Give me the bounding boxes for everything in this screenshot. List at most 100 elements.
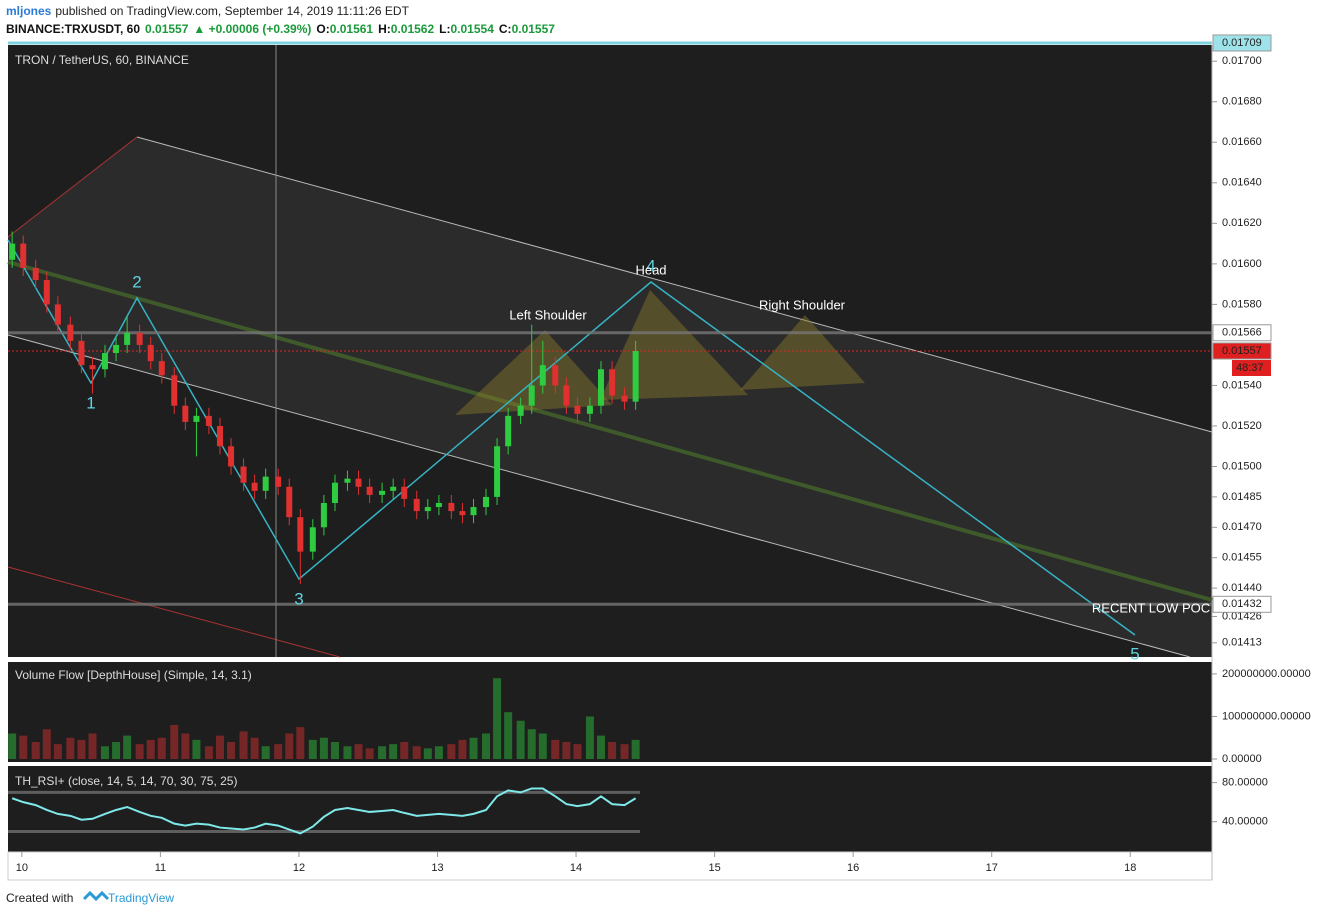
candle-body bbox=[43, 280, 50, 305]
o-label: O: bbox=[316, 22, 329, 36]
volume-bar bbox=[469, 737, 478, 760]
candle-body bbox=[124, 332, 131, 345]
volume-bar bbox=[274, 744, 283, 760]
x-tick-label: 11 bbox=[155, 862, 166, 874]
volume-bar bbox=[8, 733, 17, 760]
candle-body bbox=[228, 446, 235, 467]
candle-body bbox=[424, 507, 431, 512]
candle-body bbox=[621, 395, 628, 402]
volume-bar bbox=[53, 744, 62, 760]
y-tick-label: 0.01680 bbox=[1222, 96, 1262, 108]
candle-body bbox=[366, 486, 373, 495]
candle-body bbox=[344, 478, 351, 483]
y-tick-label: 0.01413 bbox=[1222, 637, 1262, 649]
pattern-label: Left Shoulder bbox=[509, 307, 587, 322]
rsi-pane bbox=[8, 766, 1212, 852]
candle-body bbox=[552, 365, 559, 386]
pattern-label: Right Shoulder bbox=[759, 297, 846, 312]
pane-title: TRON / TetherUS, 60, BINANCE bbox=[15, 53, 189, 67]
volume-bar bbox=[389, 744, 398, 760]
candle-body bbox=[597, 369, 604, 406]
candle-body bbox=[459, 511, 466, 516]
candle-body bbox=[158, 361, 165, 376]
y-tick-label: 0.01600 bbox=[1222, 258, 1262, 270]
candle-body bbox=[262, 476, 269, 491]
volume-bar bbox=[215, 735, 224, 760]
candle-body bbox=[205, 415, 212, 426]
candle-body bbox=[67, 324, 74, 341]
candle-body bbox=[275, 476, 282, 487]
channel-edge bbox=[7, 566, 341, 658]
price-label-box bbox=[1212, 342, 1272, 360]
quote-line: BINANCE:TRXUSDT, 60 0.01557 ▲ +0.00006 (+0… bbox=[6, 22, 555, 36]
x-tick-label: 10 bbox=[16, 862, 28, 874]
left-shoulder bbox=[455, 330, 612, 415]
channel-fill bbox=[8, 137, 1212, 657]
price-label-box bbox=[1212, 324, 1272, 342]
y-tick-label: 0.01660 bbox=[1222, 136, 1262, 148]
y-tick-label: 100000000.00000 bbox=[1222, 710, 1311, 722]
channel-edge bbox=[7, 136, 138, 238]
y-tick-label: 0.01620 bbox=[1222, 217, 1262, 229]
volume-bar bbox=[608, 742, 617, 760]
candle-body bbox=[517, 405, 524, 416]
volume-bar bbox=[538, 733, 547, 760]
c: 0.01557 bbox=[512, 22, 556, 36]
volume-bar bbox=[562, 742, 571, 760]
volume-bar bbox=[516, 720, 525, 760]
candle-body bbox=[505, 415, 512, 447]
candle-body bbox=[331, 482, 338, 503]
candle-body bbox=[54, 304, 61, 325]
price-label-box bbox=[1212, 595, 1272, 613]
candle-body bbox=[9, 243, 16, 260]
y-tick-label: 0.01485 bbox=[1222, 491, 1262, 503]
volume-bar bbox=[434, 746, 443, 760]
volume-bar bbox=[596, 735, 605, 760]
footer-brand[interactable]: TradingView bbox=[108, 891, 174, 905]
volume-bar bbox=[458, 739, 467, 760]
y-tick-label: 0.01640 bbox=[1222, 177, 1262, 189]
volume-bar bbox=[493, 678, 502, 760]
y-tick-label: 0.01500 bbox=[1222, 460, 1262, 472]
candle-body bbox=[528, 385, 535, 406]
volume-bar bbox=[330, 742, 339, 760]
volume-bar bbox=[100, 746, 109, 760]
channel-mid bbox=[7, 260, 1213, 602]
candle-body bbox=[494, 446, 501, 497]
candle-body bbox=[78, 340, 85, 366]
volume-bar bbox=[31, 742, 40, 760]
volume-bar bbox=[123, 735, 132, 760]
data-marks bbox=[8, 231, 640, 835]
logo bbox=[82, 890, 110, 902]
header-line: mljones published on TradingView.com, Sep… bbox=[6, 4, 410, 18]
volume-bar bbox=[378, 746, 387, 760]
candle-body bbox=[413, 498, 420, 512]
x-tick-label: 13 bbox=[431, 862, 443, 874]
wave-label: 2 bbox=[132, 272, 141, 291]
y-tick-label: 40.00000 bbox=[1222, 816, 1268, 828]
volume-bar bbox=[227, 742, 236, 760]
volume-bar bbox=[365, 748, 374, 760]
y-tick-label: 0.01470 bbox=[1222, 521, 1262, 533]
last: 0.01557 bbox=[145, 22, 189, 36]
volume-bar bbox=[308, 739, 317, 760]
candle-body bbox=[89, 365, 96, 370]
candle-body bbox=[136, 332, 143, 345]
volume-bar bbox=[319, 737, 328, 760]
x-tick-label: 12 bbox=[293, 862, 305, 874]
y-tick-label: 0.01700 bbox=[1222, 55, 1262, 67]
y-tick-label: 0.01520 bbox=[1222, 420, 1262, 432]
candle-body bbox=[216, 425, 223, 447]
right-shoulder bbox=[740, 315, 865, 390]
candle-body bbox=[171, 375, 178, 406]
volume-bar bbox=[285, 733, 294, 760]
volume-bar bbox=[504, 712, 513, 760]
volume-bar bbox=[146, 739, 155, 760]
candle-body bbox=[309, 527, 316, 552]
y-tick-label: 0.01580 bbox=[1222, 298, 1262, 310]
y-tick-label: 0.01426 bbox=[1222, 610, 1262, 622]
price-label: 0.01432 bbox=[1222, 598, 1262, 610]
volume-bar bbox=[204, 746, 213, 760]
volume-bar bbox=[620, 744, 629, 760]
